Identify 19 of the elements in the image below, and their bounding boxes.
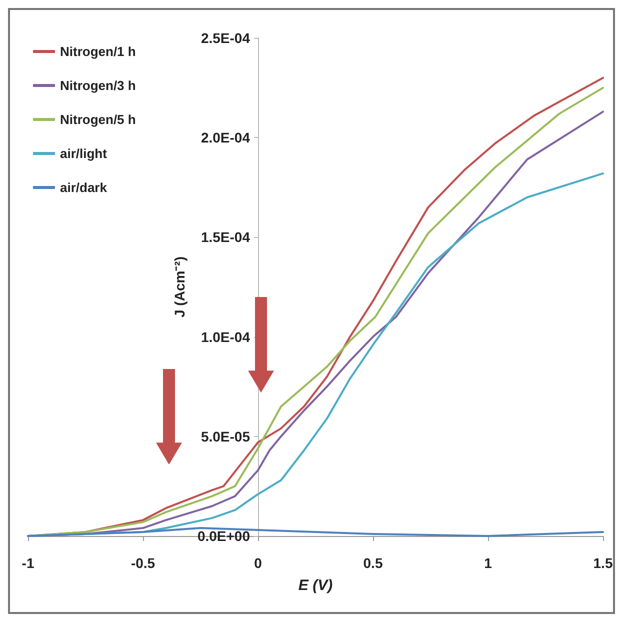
x-tick-label: -1 — [22, 555, 34, 571]
x-tick-label: 0 — [254, 555, 262, 571]
y-axis-title: J (Acm⁻²) — [172, 256, 188, 318]
legend-label: air/light — [60, 146, 108, 161]
x-tick-label: -0.5 — [130, 555, 156, 571]
y-tick-label: 2.5E-04 — [200, 30, 250, 46]
legend-label: Nitrogen/5 h — [60, 112, 136, 127]
x-tick-label: 1 — [484, 555, 492, 571]
legend-label: air/dark — [60, 180, 108, 195]
legend-label: Nitrogen/3 h — [60, 78, 136, 93]
legend-label: Nitrogen/1 h — [60, 44, 136, 59]
y-tick-label: 2.0E-04 — [200, 130, 250, 146]
x-axis-title: E (V) — [298, 577, 333, 594]
x-tick-label: 1.5 — [593, 555, 613, 571]
y-tick-label: 1.5E-04 — [200, 229, 250, 246]
y-tick-label: 0.0E+00 — [197, 528, 250, 544]
x-tick-label: 0.5 — [363, 555, 383, 571]
y-tick-label: 5.0E-05 — [200, 428, 250, 444]
y-tick-label: 1.0E-04 — [200, 328, 250, 345]
